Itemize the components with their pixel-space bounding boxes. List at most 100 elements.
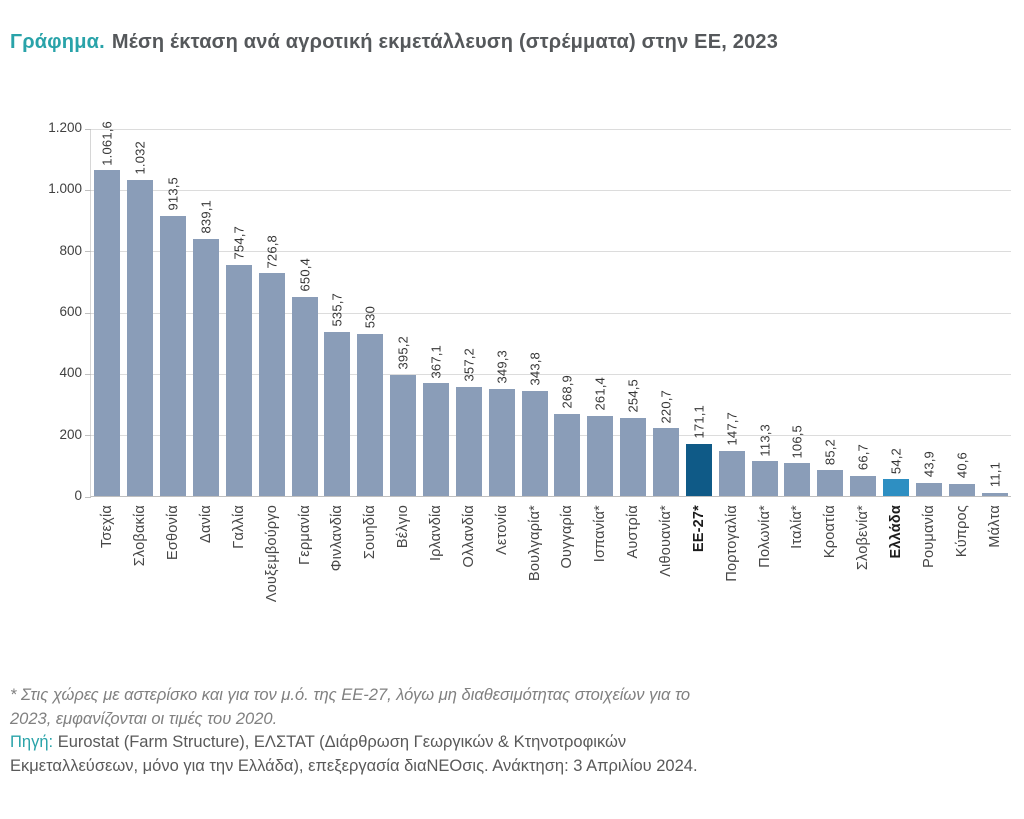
bar: 913,5 bbox=[160, 177, 187, 496]
bar-value-label: 106,5 bbox=[789, 424, 805, 459]
x-axis-label: Πολωνία* bbox=[756, 505, 773, 568]
bar-value-label: 254,5 bbox=[625, 379, 641, 413]
bar-group: 254,5 Αυστρία bbox=[617, 129, 650, 559]
y-axis-tick-label: 1.200 bbox=[48, 120, 82, 135]
x-axis-label: Πορτογαλία bbox=[723, 505, 740, 582]
y-axis-tick bbox=[85, 251, 91, 253]
bar-group: 343,8 Βουλγαρία* bbox=[518, 129, 551, 581]
bar-group: 349,3 Λετονία bbox=[485, 129, 518, 555]
bar-group: 1.061,6 Τσεχία bbox=[91, 121, 124, 548]
bar-value-label: 261,4 bbox=[592, 377, 608, 411]
bar: 113,3 bbox=[751, 424, 778, 496]
bar-group: 106,5 Ιταλία* bbox=[781, 129, 814, 549]
bar-group: 147,7 Πορτογαλία bbox=[715, 129, 748, 582]
y-axis-tick bbox=[85, 312, 91, 314]
bar-group: 171,1 ΕΕ-27* bbox=[682, 129, 715, 552]
bar: 147,7 bbox=[718, 412, 745, 496]
source-line1: Eurostat (Farm Structure), ΕΛΣΤΑΤ (Διάρθ… bbox=[57, 733, 627, 751]
bar: 367,1 bbox=[423, 345, 450, 496]
page-title: Γράφημα. Μέση έκταση ανά αγροτική εκμετάλ… bbox=[10, 31, 778, 54]
asterisk-note-line2: 2023, εμφανίζονται οι τιμές του 2020. bbox=[10, 709, 278, 728]
bar: 357,2 bbox=[455, 348, 482, 496]
x-axis-label: Εσθονία bbox=[165, 505, 182, 561]
gridline bbox=[91, 373, 1011, 375]
x-axis-label: Ουγγαρία bbox=[559, 505, 576, 569]
bar-group: 754,7 Γαλλία bbox=[222, 129, 255, 549]
bar-value-label: 913,5 bbox=[165, 177, 181, 211]
bar-group: 261,4 Ισπανία* bbox=[584, 129, 617, 562]
y-axis-tick bbox=[85, 435, 91, 437]
y-axis-tick-label: 800 bbox=[59, 242, 82, 258]
x-axis-label: Αυστρία bbox=[625, 505, 642, 559]
bar: 530 bbox=[357, 306, 384, 496]
bar-value-label: 40,6 bbox=[954, 452, 970, 479]
gridline bbox=[91, 251, 1011, 253]
bar: 1.032 bbox=[127, 141, 154, 496]
bar: 343,8 bbox=[521, 352, 548, 496]
y-axis-tick-label: 200 bbox=[59, 426, 82, 442]
x-axis-label: Λετονία bbox=[493, 505, 510, 555]
footnotes: * Στις χώρες με αστερίσκο και για τον μ.… bbox=[10, 684, 990, 778]
bar-value-label: 650,4 bbox=[297, 257, 313, 292]
bar-group: 40,6 Κύπρος bbox=[945, 129, 978, 557]
y-axis-tick-label: 0 bbox=[74, 488, 82, 503]
y-axis-tick-label: 400 bbox=[59, 365, 82, 381]
bar: 726,8 bbox=[258, 235, 285, 496]
bar-value-label: 11,1 bbox=[987, 462, 1003, 488]
bar: 85,2 bbox=[817, 439, 844, 496]
bar-value-label: 220,7 bbox=[658, 389, 674, 424]
bar-group: 220,7 Λιθουανία* bbox=[650, 129, 683, 577]
x-axis-label: Φινλανδία bbox=[329, 505, 346, 572]
y-axis: 0 200 400 600 800 1.000 1.200 bbox=[0, 120, 82, 503]
source-note: Πηγή: Eurostat (Farm Structure), ΕΛΣΤΑΤ … bbox=[10, 731, 990, 778]
x-axis-label: Γαλλία bbox=[230, 505, 247, 549]
y-axis-tick bbox=[85, 128, 91, 130]
bar: 254,5 bbox=[620, 379, 647, 496]
asterisk-note: * Στις χώρες με αστερίσκο και για τον μ.… bbox=[10, 684, 990, 731]
bar: 349,3 bbox=[488, 350, 515, 496]
bar: 650,4 bbox=[291, 258, 318, 496]
bar: 66,7 bbox=[850, 444, 877, 496]
bar-group: 66,7 Σλοβενία* bbox=[847, 129, 880, 570]
x-axis-label: Ελλάδα bbox=[888, 505, 905, 559]
bar-value-label: 535,7 bbox=[329, 293, 345, 327]
bar-value-label: 113,3 bbox=[757, 423, 773, 457]
gridlines bbox=[85, 128, 1011, 498]
bar: 40,6 bbox=[948, 452, 975, 496]
x-axis-label: Ολλανδία bbox=[460, 505, 477, 568]
bar-group: 1.032 Σλοβακία bbox=[124, 129, 157, 566]
bar: 261,4 bbox=[587, 377, 614, 496]
x-axis-label: Ισπανία* bbox=[592, 505, 609, 563]
x-axis-label: Δανία bbox=[198, 505, 214, 543]
bar-value-label: 726,8 bbox=[264, 234, 280, 269]
x-axis-label: Ιρλανδία bbox=[428, 505, 445, 561]
y-axis-tick-label: 600 bbox=[59, 304, 82, 319]
gridline bbox=[91, 435, 1011, 437]
bar-value-label: 85,2 bbox=[822, 438, 838, 465]
x-axis-label: Λουξεμβούργο bbox=[263, 505, 280, 603]
x-axis-label: Λιθουανία* bbox=[658, 505, 675, 577]
bar-group: 839,1 Δανία bbox=[190, 129, 223, 543]
bar-value-label: 268,9 bbox=[559, 374, 575, 409]
x-axis-label: ΕΕ-27* bbox=[690, 505, 707, 553]
gridline bbox=[91, 189, 1011, 191]
bar-value-label: 357,2 bbox=[461, 347, 477, 382]
bar-value-label: 43,9 bbox=[921, 451, 937, 478]
bar-value-label: 1.061,6 bbox=[99, 120, 115, 166]
bar-group: 726,8 Λουξεμβούργο bbox=[255, 129, 288, 602]
plot-area: 1.061,6 Τσεχία 1.032 Σλοβακία 913,5 Εσθονία 83… bbox=[85, 121, 1011, 602]
x-axis-label: Μάλτα bbox=[986, 505, 1003, 548]
y-axis-tick bbox=[85, 496, 91, 498]
bar: 43,9 bbox=[915, 451, 942, 496]
x-axis-label: Τσεχία bbox=[99, 505, 116, 549]
bar-group: 395,2 Βέλγιο bbox=[387, 129, 420, 548]
bar-group: 85,2 Κροατία bbox=[814, 129, 847, 558]
bar: 268,9 bbox=[554, 375, 581, 496]
x-axis-label: Ιταλία* bbox=[789, 505, 806, 549]
bar: 839,1 bbox=[193, 200, 219, 496]
source-line2: Εκμεταλλεύσεων, μόνο για την Ελλάδα), επ… bbox=[10, 756, 698, 775]
gridline bbox=[91, 312, 1011, 314]
bar: 395,2 bbox=[390, 336, 417, 496]
